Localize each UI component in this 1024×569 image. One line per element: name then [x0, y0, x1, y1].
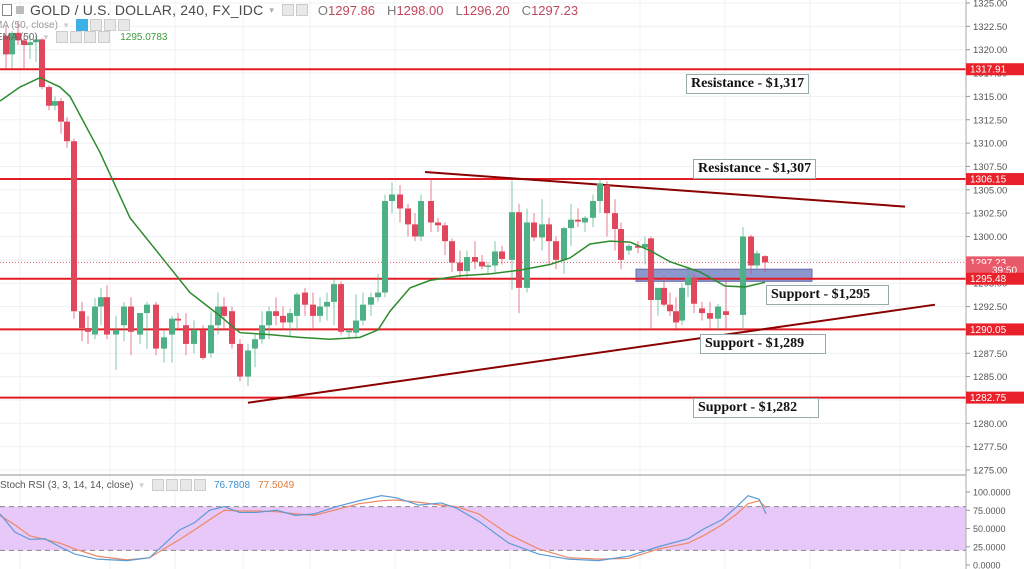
- close-value: 1297.23: [531, 2, 579, 18]
- ema-add-button[interactable]: [84, 31, 97, 43]
- grid-lines: [0, 0, 966, 569]
- stoch-menu-caret-icon[interactable]: ▾: [139, 479, 144, 490]
- svg-text:1310.00: 1310.00: [973, 139, 1007, 150]
- ema-settings-button[interactable]: [70, 31, 83, 43]
- settings-button[interactable]: [281, 4, 294, 16]
- svg-text:100.0000: 100.0000: [973, 488, 1011, 498]
- open-label: O: [317, 2, 329, 18]
- annotation-resistance-1307[interactable]: Resistance - $1,307: [693, 159, 817, 179]
- svg-text:1275.00: 1275.00: [973, 466, 1007, 477]
- svg-text:1287.50: 1287.50: [973, 349, 1007, 360]
- stoch-d-value: 77.5049: [258, 479, 295, 491]
- ema-visibility-button[interactable]: [56, 31, 69, 43]
- svg-text:75.0000: 75.0000: [973, 506, 1006, 516]
- symbol-row: GOLD / U.S. DOLLAR, 240, FX_IDC ▾ O1297.…: [0, 2, 578, 18]
- svg-text:1300.00: 1300.00: [973, 232, 1007, 243]
- trendlines[interactable]: [247, 171, 936, 404]
- svg-text:1302.50: 1302.50: [973, 209, 1007, 220]
- stoch-rsi-pane: [0, 494, 966, 562]
- ema-menu-caret-icon[interactable]: ▾: [43, 31, 49, 42]
- annotation-resistance-1317[interactable]: Resistance - $1,317: [686, 74, 810, 94]
- stoch-axis: 100.0000 75.0000 50.0000 25.0000 0.0000: [966, 476, 1024, 569]
- stoch-k-value: 76.7808: [213, 479, 251, 491]
- stoch-indicator-row: Stoch RSI (3, 3, 14, 14, close) ▾ 76.780…: [0, 479, 294, 491]
- annotation-support-1289[interactable]: Support - $1,289: [700, 334, 826, 354]
- stoch-add-button[interactable]: [179, 479, 192, 491]
- svg-text:1297.23: 1297.23: [970, 258, 1007, 269]
- candlesticks: [3, 21, 768, 386]
- svg-text:1290.05: 1290.05: [970, 325, 1007, 336]
- annotation-support-1282[interactable]: Support - $1,282: [693, 398, 819, 418]
- ema-indicator-label[interactable]: EMA (50): [0, 31, 38, 43]
- ema-remove-button[interactable]: [98, 31, 111, 43]
- ema-value: 1295.0783: [120, 31, 168, 43]
- ma-menu-caret-icon[interactable]: ▾: [63, 19, 69, 30]
- ema-line: [0, 76, 766, 340]
- svg-text:39:50: 39:50: [992, 266, 1017, 277]
- svg-text:1277.50: 1277.50: [973, 442, 1007, 453]
- open-value: 1297.86: [328, 2, 376, 18]
- svg-text:1295.48: 1295.48: [970, 274, 1007, 285]
- svg-text:1305.00: 1305.00: [973, 185, 1007, 196]
- high-label: H: [387, 2, 397, 18]
- horizontal-levels[interactable]: [0, 68, 966, 399]
- stoch-settings-button[interactable]: [165, 479, 178, 491]
- close-label: C: [521, 2, 532, 18]
- low-value: 1296.20: [462, 2, 510, 18]
- svg-text:1325.00: 1325.00: [973, 0, 1007, 10]
- annotation-support-1295[interactable]: Support - $1,295: [766, 285, 889, 305]
- svg-text:1315.00: 1315.00: [973, 92, 1007, 103]
- ma-remove-button[interactable]: [118, 19, 131, 31]
- collapse-icon[interactable]: [2, 4, 12, 16]
- svg-text:25.0000: 25.0000: [973, 542, 1006, 552]
- low-label: L: [455, 2, 463, 18]
- svg-text:0.0000: 0.0000: [973, 561, 1001, 569]
- eye-button[interactable]: [295, 4, 308, 16]
- symbol-title: GOLD / U.S. DOLLAR, 240, FX_IDC: [30, 2, 264, 18]
- svg-text:1292.50: 1292.50: [973, 302, 1007, 313]
- svg-text:1312.50: 1312.50: [973, 115, 1007, 126]
- ma-add-button[interactable]: [104, 19, 117, 31]
- ma-indicator-row: MA (50, close) ▾: [0, 19, 131, 31]
- svg-text:1322.50: 1322.50: [973, 22, 1007, 33]
- ma-settings-button[interactable]: [90, 19, 103, 31]
- high-value: 1298.00: [396, 2, 444, 18]
- svg-text:1317.91: 1317.91: [970, 65, 1007, 76]
- svg-text:1306.15: 1306.15: [970, 175, 1007, 186]
- symbol-square-icon: [16, 6, 24, 14]
- ma-visibility-button[interactable]: [76, 19, 89, 31]
- stoch-visibility-button[interactable]: [151, 479, 164, 491]
- svg-text:1320.00: 1320.00: [973, 45, 1007, 56]
- stoch-indicator-label[interactable]: Stoch RSI (3, 3, 14, 14, close): [0, 479, 134, 491]
- price-axis[interactable]: 1325.001322.501320.001317.501315.001312.…: [965, 0, 1024, 569]
- svg-text:1307.50: 1307.50: [973, 162, 1007, 173]
- svg-text:1280.00: 1280.00: [973, 419, 1007, 430]
- svg-text:1282.75: 1282.75: [970, 393, 1007, 404]
- svg-text:1285.00: 1285.00: [973, 372, 1007, 383]
- stoch-remove-button[interactable]: [193, 479, 206, 491]
- symbol-menu-caret-icon[interactable]: ▾: [269, 4, 274, 15]
- svg-text:50.0000: 50.0000: [973, 524, 1006, 534]
- ema-indicator-row: EMA (50) ▾ 1295.0783: [0, 31, 168, 43]
- ma-indicator-label[interactable]: MA (50, close): [0, 19, 58, 31]
